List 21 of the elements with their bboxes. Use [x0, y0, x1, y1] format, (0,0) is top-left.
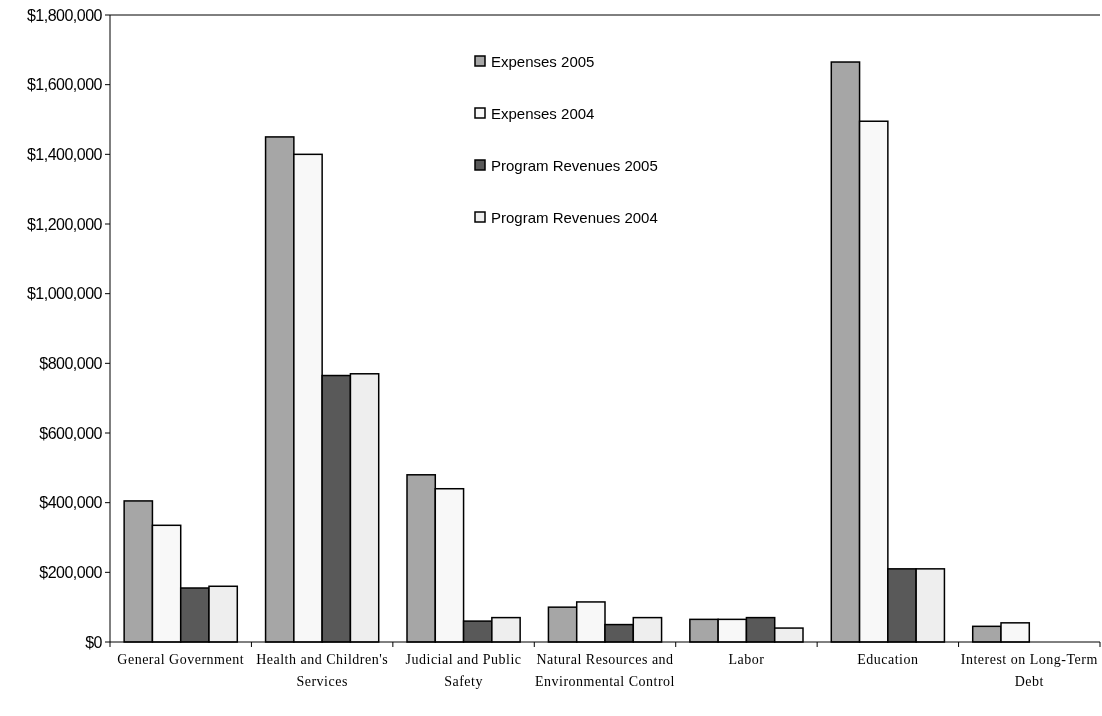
y-tick-label: $1,200,000 [26, 215, 103, 233]
x-tick-label: Judicial and Public Safety [405, 652, 522, 689]
y-tick-label: $1,600,000 [26, 76, 103, 94]
legend-label: Expenses 2005 [491, 53, 595, 71]
y-tick-label: $1,800,000 [26, 6, 103, 24]
y-tick-label: $200,000 [39, 563, 103, 581]
y-tick-label: $600,000 [39, 424, 103, 442]
x-tick-label: Natural Resources and Environmental Control [535, 652, 675, 689]
x-tick-label: Interest on Long-Term Debt [960, 652, 1098, 689]
x-tick-label: Labor [728, 652, 765, 667]
y-tick-label: $1,400,000 [26, 145, 103, 163]
y-tick-label: $800,000 [39, 354, 103, 372]
x-tick-label: General Government [117, 652, 245, 667]
y-tick-label: $1,000,000 [26, 285, 103, 303]
x-tick-label: Education [857, 652, 919, 667]
y-tick-label: $400,000 [39, 494, 103, 512]
legend-label: Program Revenues 2004 [491, 209, 658, 227]
legend-label: Program Revenues 2005 [491, 157, 658, 175]
y-tick-label: $0 [85, 633, 103, 651]
x-tick-label: Health and Children's Services [256, 652, 389, 689]
legend-label: Expenses 2004 [491, 105, 595, 123]
